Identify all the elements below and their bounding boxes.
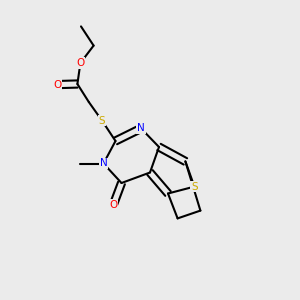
Text: O: O (76, 58, 85, 68)
Text: N: N (100, 158, 107, 169)
Text: N: N (137, 123, 145, 134)
Text: S: S (191, 182, 198, 192)
Text: O: O (109, 200, 118, 210)
Text: O: O (53, 80, 61, 90)
Text: S: S (99, 116, 105, 126)
